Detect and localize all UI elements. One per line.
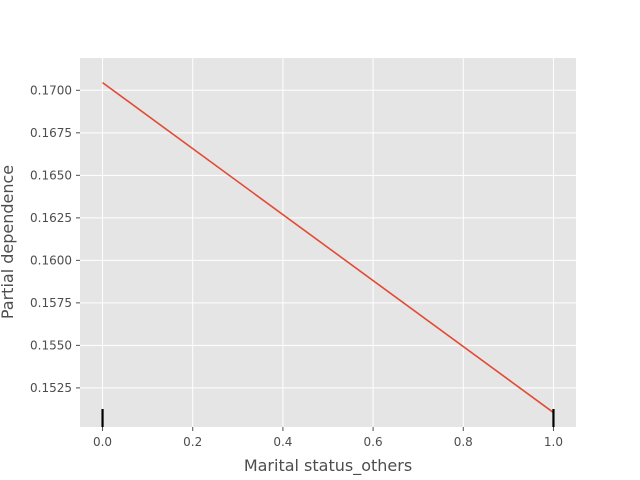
x-tick-label: 0.2 (183, 435, 202, 449)
y-tick-label: 0.1700 (30, 83, 72, 97)
grid-lines (80, 58, 576, 427)
x-tick-label: 1.0 (544, 435, 563, 449)
y-axis-label: Partial dependence (0, 165, 17, 319)
y-tick-label: 0.1575 (30, 296, 72, 310)
partial-dependence-line (102, 82, 554, 414)
x-tick-label: 0.8 (454, 435, 473, 449)
x-tick-label: 0.6 (364, 435, 383, 449)
x-tick-label: 0.0 (93, 435, 112, 449)
x-axis-ticks: 0.0 0.2 0.4 0.6 0.8 1.0 (93, 427, 563, 449)
y-tick-label: 0.1525 (30, 381, 72, 395)
x-tick-label: 0.4 (273, 435, 292, 449)
y-tick-label: 0.1650 (30, 168, 72, 182)
series-group (102, 82, 554, 414)
y-axis-ticks: 0.1525 0.1550 0.1575 0.1600 0.1625 0.1650 0.16… (30, 83, 80, 395)
x-axis-label: Marital status_others (244, 456, 412, 476)
y-tick-label: 0.1600 (30, 253, 72, 267)
y-tick-label: 0.1675 (30, 126, 72, 140)
rug-marks (101, 409, 555, 427)
y-tick-label: 0.1550 (30, 338, 72, 352)
plot-area (80, 58, 576, 427)
y-tick-label: 0.1625 (30, 211, 72, 225)
